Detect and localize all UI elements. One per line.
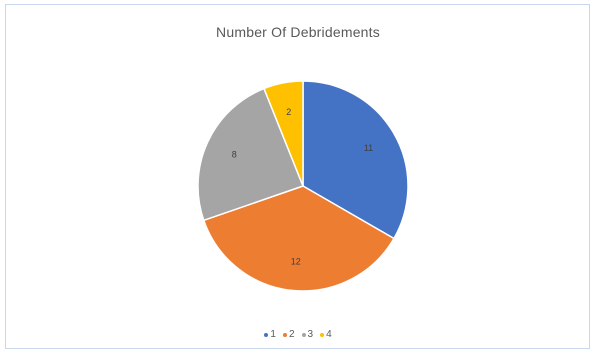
legend-label-4: 4 bbox=[326, 329, 332, 340]
legend-label-1: 1 bbox=[270, 329, 276, 340]
legend-swatch-1 bbox=[264, 332, 269, 337]
data-label-2: 12 bbox=[291, 256, 301, 266]
legend-item-4: 4 bbox=[320, 329, 332, 340]
legend-item-2: 2 bbox=[282, 329, 295, 340]
pie-slice-2 bbox=[202, 185, 395, 292]
pie-slice-1 bbox=[302, 80, 409, 240]
data-label-4: 2 bbox=[286, 107, 291, 117]
chart-title: Number Of Debridements bbox=[216, 24, 380, 40]
pie-slice-4 bbox=[263, 80, 304, 187]
legend-item-3: 3 bbox=[301, 329, 314, 340]
legend-label-2: 2 bbox=[288, 329, 295, 340]
legend-item-1: 1 bbox=[264, 329, 276, 340]
chart-legend: 1 2 3 4 bbox=[0, 329, 596, 340]
legend-label-3: 3 bbox=[307, 329, 314, 340]
legend-swatch-2 bbox=[282, 332, 287, 337]
legend-swatch-4 bbox=[320, 332, 325, 337]
data-label-3: 8 bbox=[232, 150, 237, 160]
data-label-1: 11 bbox=[364, 143, 373, 153]
legend-swatch-3 bbox=[301, 332, 306, 337]
